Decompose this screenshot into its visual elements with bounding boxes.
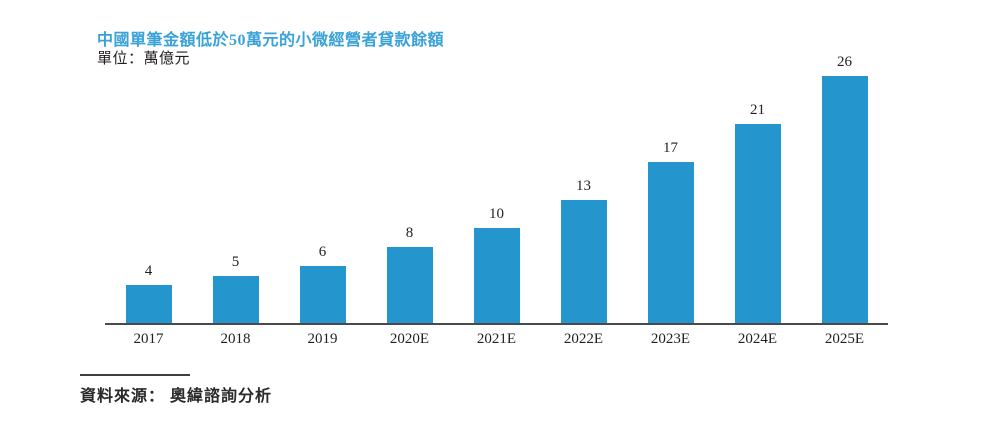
source-note: 資料來源： 奧緯諮詢分析 [80,388,273,405]
bar [473,228,520,323]
bar [821,76,868,323]
bar-column: 26 [801,55,888,323]
bar [212,275,259,323]
x-axis-tick-label: 2021E [476,331,517,347]
bar-column: 13 [540,177,627,323]
chart-title: 中國單筆金額低於50萬元的小微經營者貸款餘額 [97,32,445,49]
bar-value-label: 17 [663,139,678,156]
bar-value-label: 26 [837,54,852,70]
bar-value-label: 21 [750,101,765,118]
bar [386,247,433,323]
bar-value-label: 4 [144,263,153,279]
bar-column: 17 [627,139,714,323]
bar [560,199,607,323]
bar-chart: 4 5 6 8 10 13 17 21 26 [105,53,888,325]
bar-column: 10 [453,207,540,323]
bar-column: 6 [279,245,366,323]
bar-column: 5 [192,253,279,323]
x-axis-tick-label: 2017 [133,331,164,347]
x-axis-tick-label: 2020E [389,331,430,347]
bar [734,123,781,323]
x-axis-tick-label: 2018 [220,331,251,347]
bar-value-label: 13 [576,177,591,194]
x-axis-labels: 2017 2018 2019 2020E 2021E 2022E 2023E 2024E 202… [105,331,888,348]
x-axis-tick-label: 2023E [650,331,691,347]
bar [647,161,694,323]
bar-column: 4 [105,264,192,323]
unit-label: 單位：萬億元 [97,51,191,67]
bar [299,266,346,323]
bar-value-label: 8 [405,225,414,241]
x-axis-tick-label: 2024E [737,331,778,347]
bar-value-label: 10 [489,206,504,222]
bar-column: 21 [714,101,801,323]
source-divider-line [80,374,190,376]
x-axis-tick-label: 2025E [824,331,865,347]
x-axis-tick-label: 2019 [307,331,338,347]
bar-value-label: 6 [318,244,327,260]
x-axis-tick-label: 2022E [563,331,604,347]
bar [125,285,172,323]
bar-value-label: 5 [231,253,240,270]
bar-column: 8 [366,226,453,323]
